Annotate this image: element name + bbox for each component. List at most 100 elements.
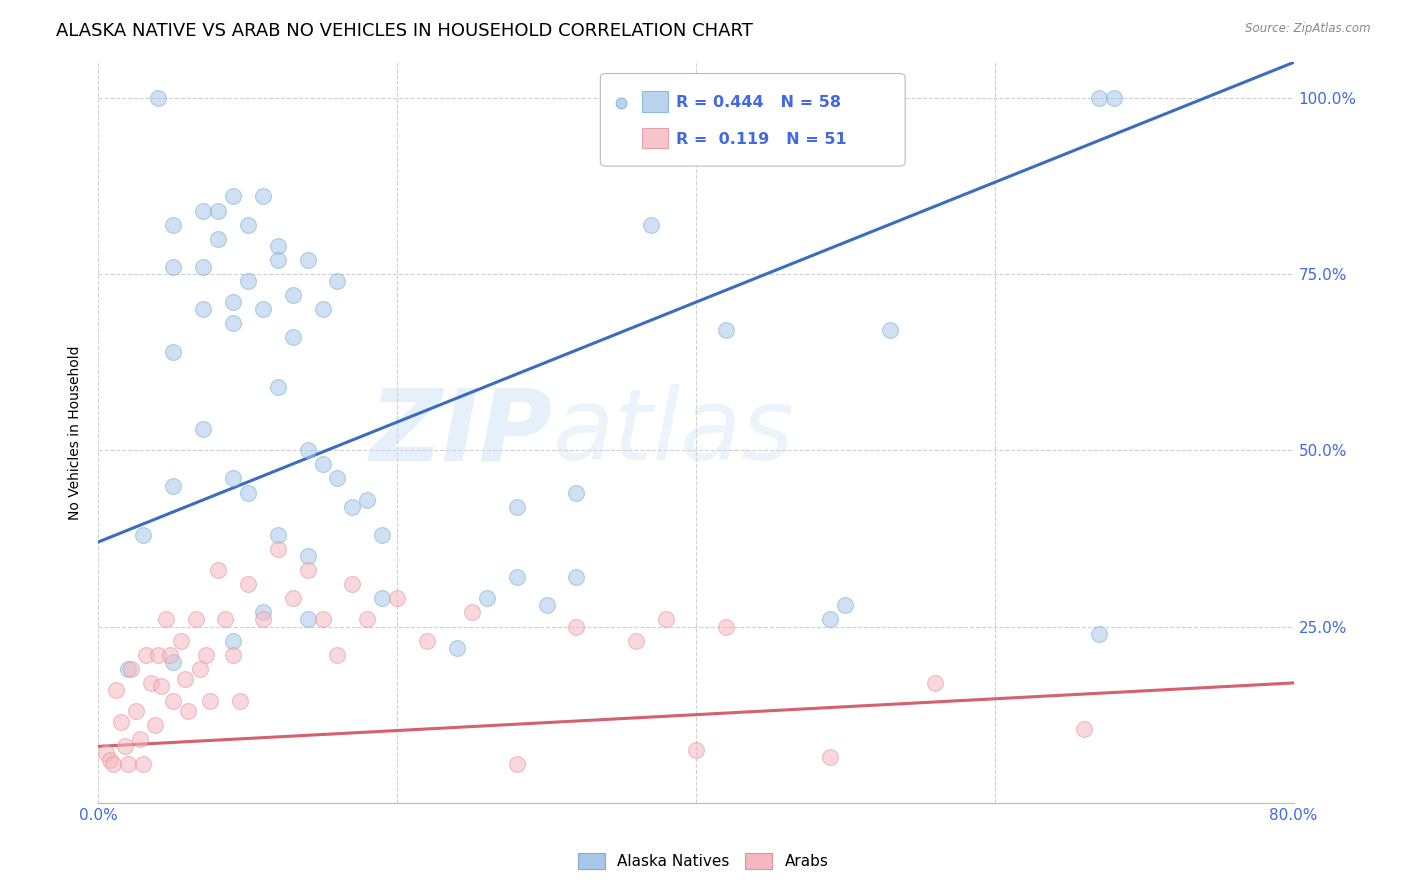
Point	[174, 673, 197, 687]
Point	[162, 260, 184, 274]
Point	[207, 563, 229, 577]
Point	[326, 471, 349, 485]
Point	[222, 189, 245, 203]
FancyBboxPatch shape	[643, 91, 668, 112]
Point	[125, 704, 148, 718]
Point	[1073, 722, 1095, 736]
Point	[267, 528, 290, 542]
Point	[105, 683, 128, 698]
Point	[129, 732, 152, 747]
Point	[326, 648, 349, 662]
Point	[236, 274, 259, 288]
Point	[626, 633, 648, 648]
Legend: Alaska Natives, Arabs: Alaska Natives, Arabs	[571, 847, 835, 875]
Point	[356, 612, 378, 626]
Point	[655, 612, 678, 626]
Point	[506, 570, 529, 584]
Text: Source: ZipAtlas.com: Source: ZipAtlas.com	[1246, 22, 1371, 36]
Point	[311, 302, 333, 317]
Point	[281, 591, 304, 606]
Point	[281, 288, 304, 302]
Point	[200, 693, 222, 707]
Point	[135, 648, 157, 662]
Point	[139, 676, 162, 690]
Point	[311, 612, 333, 626]
FancyBboxPatch shape	[600, 73, 905, 166]
Point	[267, 252, 290, 267]
Point	[342, 577, 364, 591]
Point	[148, 91, 170, 105]
Point	[222, 295, 245, 310]
Point	[143, 718, 166, 732]
Point	[281, 330, 304, 344]
Point	[222, 316, 245, 330]
Point	[640, 218, 662, 232]
Point	[191, 260, 214, 274]
Point	[371, 591, 394, 606]
Text: ZIP: ZIP	[370, 384, 553, 481]
Point	[834, 599, 856, 613]
Point	[162, 218, 184, 232]
Point	[222, 633, 245, 648]
Point	[236, 577, 259, 591]
Point	[207, 232, 229, 246]
Point	[236, 218, 259, 232]
Point	[252, 612, 274, 626]
Point	[565, 485, 588, 500]
Point	[117, 662, 139, 676]
Point	[1088, 91, 1111, 105]
Point	[120, 662, 142, 676]
Point	[356, 492, 378, 507]
Point	[714, 619, 737, 633]
Point	[311, 458, 333, 472]
Point	[714, 323, 737, 337]
Point	[297, 612, 319, 626]
Point	[475, 591, 498, 606]
Point	[132, 757, 155, 772]
Point	[820, 750, 842, 764]
Point	[169, 633, 191, 648]
Point	[114, 739, 136, 754]
Point	[536, 599, 558, 613]
Text: atlas: atlas	[553, 384, 794, 481]
Point	[924, 676, 946, 690]
Point	[297, 443, 319, 458]
Text: ALASKA NATIVE VS ARAB NO VEHICLES IN HOUSEHOLD CORRELATION CHART: ALASKA NATIVE VS ARAB NO VEHICLES IN HOU…	[56, 22, 754, 40]
Point	[1088, 626, 1111, 640]
Point	[297, 252, 319, 267]
FancyBboxPatch shape	[643, 128, 668, 148]
Point	[236, 485, 259, 500]
Point	[150, 680, 173, 694]
Point	[207, 203, 229, 218]
Point	[117, 757, 139, 772]
Point	[446, 640, 468, 655]
Point	[191, 302, 214, 317]
Point	[162, 344, 184, 359]
Point	[416, 633, 439, 648]
Text: R =  0.119   N = 51: R = 0.119 N = 51	[676, 132, 846, 147]
Point	[506, 757, 529, 772]
Y-axis label: No Vehicles in Household: No Vehicles in Household	[69, 345, 83, 520]
Point	[191, 203, 214, 218]
Text: R = 0.444   N = 58: R = 0.444 N = 58	[676, 95, 841, 111]
Point	[565, 570, 588, 584]
Point	[103, 757, 125, 772]
Point	[1104, 91, 1126, 105]
Point	[110, 714, 132, 729]
Point	[879, 323, 901, 337]
Point	[740, 129, 762, 144]
Point	[188, 662, 211, 676]
Point	[148, 648, 170, 662]
Point	[162, 655, 184, 669]
Point	[297, 549, 319, 563]
Point	[132, 528, 155, 542]
Point	[267, 380, 290, 394]
Point	[385, 591, 409, 606]
Point	[222, 471, 245, 485]
Point	[159, 648, 181, 662]
Point	[94, 747, 117, 761]
Point	[342, 500, 364, 514]
Point	[177, 704, 200, 718]
Point	[267, 239, 290, 253]
Point	[155, 612, 177, 626]
